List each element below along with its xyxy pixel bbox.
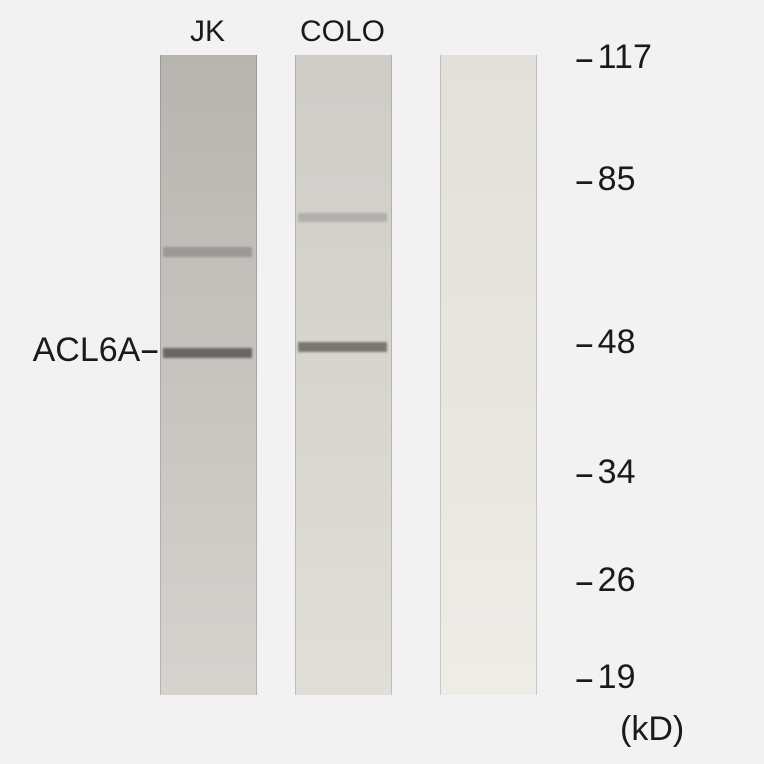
mw-marker-value: 19 <box>598 658 636 696</box>
protein-label: ACL6A-- <box>33 331 155 370</box>
mw-marker-dash: -- <box>575 325 590 364</box>
mw-marker-117: --117 <box>575 38 652 79</box>
mw-marker-value: 26 <box>598 561 636 599</box>
band-jk-1 <box>163 348 252 358</box>
band-jk-0 <box>163 247 252 257</box>
band-colo-1 <box>298 342 387 352</box>
lane-label-jk: JK <box>160 15 255 49</box>
band-colo-0 <box>298 213 387 222</box>
mw-marker-34: --34 <box>575 453 635 494</box>
protein-label-text: ACL6A <box>33 331 141 369</box>
mw-marker-dash: -- <box>575 563 590 602</box>
mw-marker-26: --26 <box>575 561 635 602</box>
mw-marker-dash: -- <box>575 162 590 201</box>
lane-blank <box>440 55 537 695</box>
mw-marker-value: 85 <box>598 160 636 198</box>
mw-marker-value: 117 <box>598 38 652 76</box>
mw-marker-19: --19 <box>575 658 635 699</box>
mw-marker-dash: -- <box>575 660 590 699</box>
lane-jk <box>160 55 257 695</box>
mw-marker-48: --48 <box>575 323 635 364</box>
mw-marker-dash: -- <box>575 455 590 494</box>
lane-label-colo: COLO <box>295 15 390 49</box>
mw-unit-label: (kD) <box>620 710 684 749</box>
mw-marker-value: 48 <box>598 323 636 361</box>
protein-label-dash: -- <box>140 331 155 369</box>
mw-marker-dash: -- <box>575 40 590 79</box>
blot-figure: JKCOLO--117--85--48--34--26--19(kD)ACL6A… <box>0 0 764 764</box>
mw-marker-85: --85 <box>575 160 635 201</box>
lane-colo <box>295 55 392 695</box>
mw-marker-value: 34 <box>598 453 636 491</box>
